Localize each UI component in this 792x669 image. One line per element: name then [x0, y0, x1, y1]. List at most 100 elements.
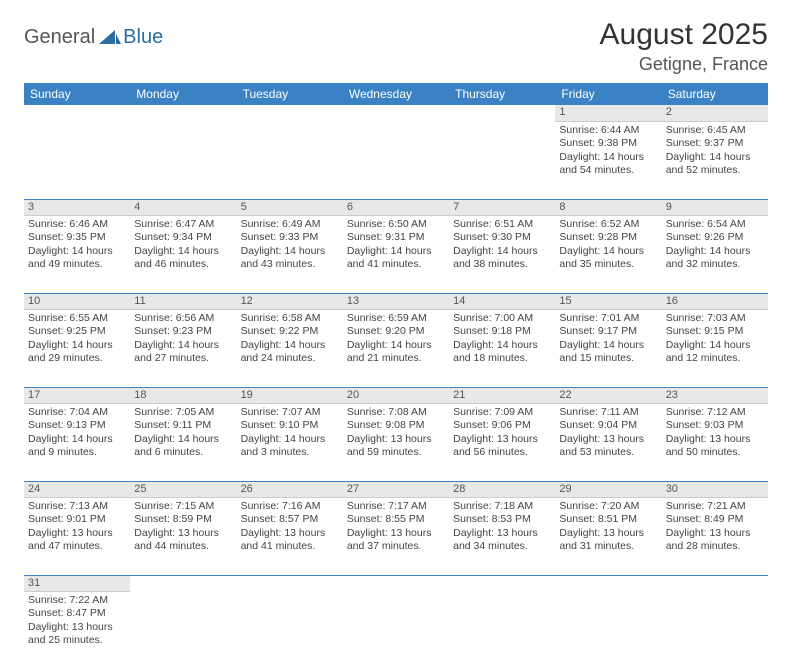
weekday-header: Thursday [449, 83, 555, 105]
day-number-cell: 20 [343, 387, 449, 403]
day-number-cell: 17 [24, 387, 130, 403]
weekday-header: Monday [130, 83, 236, 105]
sunset-text: Sunset: 8:49 PM [666, 513, 764, 527]
daynum-row: 10111213141516 [24, 293, 768, 309]
day-content-cell: Sunrise: 7:04 AMSunset: 9:13 PMDaylight:… [24, 403, 130, 481]
day-number-cell: 3 [24, 199, 130, 215]
sunset-text: Sunset: 9:04 PM [559, 419, 657, 433]
day-number-cell: 14 [449, 293, 555, 309]
daynum-row: 24252627282930 [24, 481, 768, 497]
sunrise-text: Sunrise: 7:13 AM [28, 500, 126, 514]
day-content-cell [555, 591, 661, 669]
sunset-text: Sunset: 8:55 PM [347, 513, 445, 527]
day-number-cell: 27 [343, 481, 449, 497]
weekday-header: Wednesday [343, 83, 449, 105]
day-content-cell: Sunrise: 6:45 AMSunset: 9:37 PMDaylight:… [662, 121, 768, 199]
sunrise-text: Sunrise: 7:11 AM [559, 406, 657, 420]
sunset-text: Sunset: 9:11 PM [134, 419, 232, 433]
day-content-cell [237, 591, 343, 669]
day-number-cell: 30 [662, 481, 768, 497]
day-content-row: Sunrise: 7:04 AMSunset: 9:13 PMDaylight:… [24, 403, 768, 481]
title-block: August 2025 Getigne, France [600, 18, 768, 75]
day-number-cell [449, 575, 555, 591]
day-number-cell: 29 [555, 481, 661, 497]
daylight-text: Daylight: 13 hours and 50 minutes. [666, 433, 764, 460]
sunset-text: Sunset: 9:17 PM [559, 325, 657, 339]
day-number-cell: 19 [237, 387, 343, 403]
day-number-cell: 12 [237, 293, 343, 309]
sunrise-text: Sunrise: 7:21 AM [666, 500, 764, 514]
daynum-row: 31 [24, 575, 768, 591]
sunrise-text: Sunrise: 6:55 AM [28, 312, 126, 326]
day-number-cell: 11 [130, 293, 236, 309]
sunset-text: Sunset: 9:38 PM [559, 137, 657, 151]
day-number-cell [130, 105, 236, 121]
day-number-cell: 18 [130, 387, 236, 403]
day-content-cell: Sunrise: 6:58 AMSunset: 9:22 PMDaylight:… [237, 309, 343, 387]
sunrise-text: Sunrise: 7:04 AM [28, 406, 126, 420]
day-content-cell [24, 121, 130, 199]
sunset-text: Sunset: 8:57 PM [241, 513, 339, 527]
day-content-cell: Sunrise: 6:59 AMSunset: 9:20 PMDaylight:… [343, 309, 449, 387]
weekday-header: Tuesday [237, 83, 343, 105]
day-number-cell [343, 575, 449, 591]
daylight-text: Daylight: 14 hours and 3 minutes. [241, 433, 339, 460]
sunset-text: Sunset: 9:01 PM [28, 513, 126, 527]
day-content-cell: Sunrise: 6:52 AMSunset: 9:28 PMDaylight:… [555, 215, 661, 293]
day-content-cell: Sunrise: 6:47 AMSunset: 9:34 PMDaylight:… [130, 215, 236, 293]
daylight-text: Daylight: 14 hours and 43 minutes. [241, 245, 339, 272]
day-content-row: Sunrise: 6:46 AMSunset: 9:35 PMDaylight:… [24, 215, 768, 293]
sunrise-text: Sunrise: 7:12 AM [666, 406, 764, 420]
sunrise-text: Sunrise: 7:09 AM [453, 406, 551, 420]
sunrise-text: Sunrise: 7:20 AM [559, 500, 657, 514]
sunrise-text: Sunrise: 7:01 AM [559, 312, 657, 326]
sunset-text: Sunset: 9:28 PM [559, 231, 657, 245]
daylight-text: Daylight: 13 hours and 59 minutes. [347, 433, 445, 460]
sunrise-text: Sunrise: 6:52 AM [559, 218, 657, 232]
sunrise-text: Sunrise: 7:17 AM [347, 500, 445, 514]
day-number-cell [130, 575, 236, 591]
daylight-text: Daylight: 13 hours and 47 minutes. [28, 527, 126, 554]
day-content-cell: Sunrise: 7:09 AMSunset: 9:06 PMDaylight:… [449, 403, 555, 481]
daylight-text: Daylight: 14 hours and 9 minutes. [28, 433, 126, 460]
day-content-cell: Sunrise: 7:17 AMSunset: 8:55 PMDaylight:… [343, 497, 449, 575]
daylight-text: Daylight: 14 hours and 27 minutes. [134, 339, 232, 366]
day-content-cell: Sunrise: 6:49 AMSunset: 9:33 PMDaylight:… [237, 215, 343, 293]
daylight-text: Daylight: 14 hours and 35 minutes. [559, 245, 657, 272]
day-number-cell: 8 [555, 199, 661, 215]
day-number-cell: 13 [343, 293, 449, 309]
day-number-cell [343, 105, 449, 121]
sunrise-text: Sunrise: 7:15 AM [134, 500, 232, 514]
day-number-cell [237, 105, 343, 121]
day-content-cell [449, 591, 555, 669]
day-content-cell [662, 591, 768, 669]
day-content-cell: Sunrise: 7:12 AMSunset: 9:03 PMDaylight:… [662, 403, 768, 481]
sunset-text: Sunset: 9:37 PM [666, 137, 764, 151]
day-number-cell: 15 [555, 293, 661, 309]
daylight-text: Daylight: 14 hours and 49 minutes. [28, 245, 126, 272]
sunset-text: Sunset: 9:22 PM [241, 325, 339, 339]
day-content-row: Sunrise: 6:44 AMSunset: 9:38 PM Daylight:… [24, 121, 768, 199]
sunrise-text: Sunrise: 6:54 AM [666, 218, 764, 232]
day-content-cell: Sunrise: 6:56 AMSunset: 9:23 PMDaylight:… [130, 309, 236, 387]
sunrise-text: Sunrise: 6:49 AM [241, 218, 339, 232]
sunset-text: Sunset: 9:15 PM [666, 325, 764, 339]
daylight-text: Daylight: 14 hours and 6 minutes. [134, 433, 232, 460]
sunrise-text: Sunrise: 6:44 AM [559, 124, 657, 138]
daylight-text: Daylight: 14 hours and 52 minutes. [666, 151, 764, 178]
sunrise-text: Sunrise: 6:56 AM [134, 312, 232, 326]
calendar-table: Sunday Monday Tuesday Wednesday Thursday… [24, 83, 768, 669]
day-content-cell: Sunrise: 7:18 AMSunset: 8:53 PMDaylight:… [449, 497, 555, 575]
sunset-text: Sunset: 9:35 PM [28, 231, 126, 245]
sunset-text: Sunset: 9:08 PM [347, 419, 445, 433]
day-content-cell: Sunrise: 6:51 AMSunset: 9:30 PMDaylight:… [449, 215, 555, 293]
day-number-cell: 1 [555, 105, 661, 121]
day-content-row: Sunrise: 7:13 AMSunset: 9:01 PMDaylight:… [24, 497, 768, 575]
daylight-text: Daylight: 13 hours and 41 minutes. [241, 527, 339, 554]
sunset-text: Sunset: 9:18 PM [453, 325, 551, 339]
daylight-text: Daylight: 14 hours and 21 minutes. [347, 339, 445, 366]
sunrise-text: Sunrise: 6:58 AM [241, 312, 339, 326]
sunset-text: Sunset: 9:31 PM [347, 231, 445, 245]
daylight-text: Daylight: 13 hours and 53 minutes. [559, 433, 657, 460]
day-content-cell: Sunrise: 7:15 AMSunset: 8:59 PMDaylight:… [130, 497, 236, 575]
